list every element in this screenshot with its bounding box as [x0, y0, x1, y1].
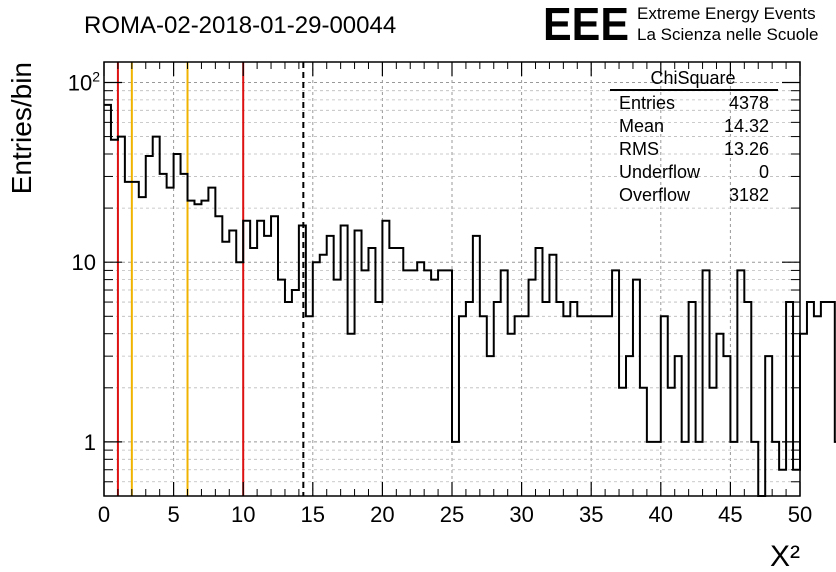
stats-box: ChiSquare Entries 4378 Mean 14.32 RMS 13.26 Un…	[610, 68, 778, 205]
stats-title: ChiSquare	[650, 68, 735, 88]
stats-label: Entries	[619, 93, 675, 113]
logo-line1: Extreme Energy Events	[637, 4, 816, 23]
x-tick-label: 50	[788, 502, 812, 527]
stats-label: RMS	[619, 139, 659, 159]
y-tick-label: 1	[84, 430, 96, 455]
stats-value: 3182	[729, 185, 769, 205]
stats-label: Overflow	[619, 185, 691, 205]
x-tick-label: 45	[718, 502, 742, 527]
x-tick-label: 20	[370, 502, 394, 527]
x-tick-label: 35	[579, 502, 603, 527]
stats-value: 0	[759, 162, 769, 182]
y-axis-ticks: 1 10 102	[68, 68, 800, 483]
reference-lines	[116, 62, 305, 496]
x-axis-label: X²	[770, 540, 800, 572]
chart-title: ROMA-02-2018-01-29-00044	[84, 12, 396, 39]
logo-line2: La Scienza nelle Scuole	[637, 25, 818, 44]
eee-logo: EEE Extreme Energy Events La Scienza nel…	[543, 0, 818, 50]
stats-label: Mean	[619, 116, 664, 136]
stats-value: 4378	[729, 93, 769, 113]
x-tick-label: 30	[509, 502, 533, 527]
x-axis-ticks: 0 5 10 15 20 25 30 35 40 45 50	[98, 62, 812, 527]
logo-mark: EEE	[543, 0, 629, 50]
x-tick-label: 10	[231, 502, 255, 527]
x-tick-label: 0	[98, 502, 110, 527]
y-tick-label: 10	[72, 250, 96, 275]
stats-label: Underflow	[619, 162, 701, 182]
histogram-series	[104, 103, 836, 497]
x-tick-label: 25	[440, 502, 464, 527]
x-tick-label: 40	[649, 502, 673, 527]
x-tick-label: 15	[301, 502, 325, 527]
y-axis-label: Entries/bin	[6, 62, 37, 194]
stats-value: 13.26	[724, 139, 769, 159]
x-tick-label: 5	[167, 502, 179, 527]
stats-value: 14.32	[724, 116, 769, 136]
y-tick-label: 102	[68, 68, 100, 95]
